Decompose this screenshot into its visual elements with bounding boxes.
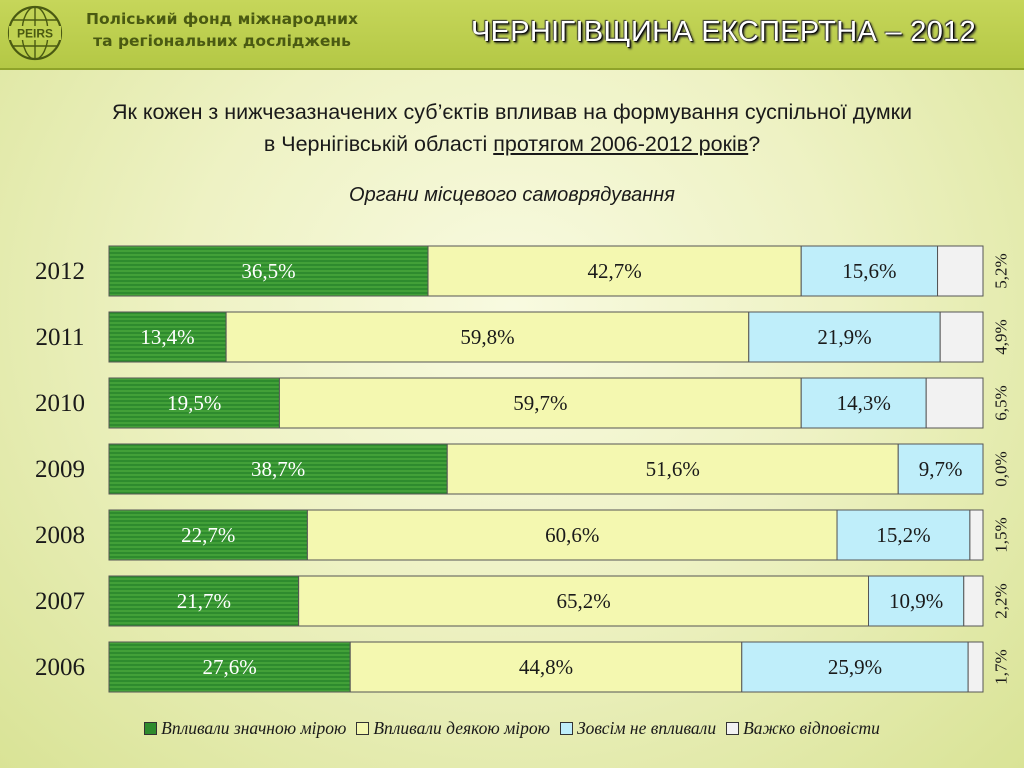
legend-item-hard: Важко відповісти [726, 718, 880, 739]
data-label-hard: 1,5% [992, 517, 1011, 552]
bar-segment-hard [939, 311, 984, 363]
bar-segment-some [349, 641, 743, 693]
bar-segment-some [446, 443, 899, 495]
organization-name: Поліський фонд міжнародних та регіональн… [72, 8, 372, 52]
legend-label-none: Зовсім не впливали [576, 718, 717, 738]
data-label-some: 60,6% [545, 523, 599, 547]
legend-item-some: Впливали деякою мірою [356, 718, 550, 739]
data-label-hard: 6,5% [992, 385, 1011, 420]
data-label-significant: 21,7% [177, 589, 231, 613]
stacked-bar-chart: 2012 36,5% 42,7% 15,6% 5,2% 2011 13,4% 59,8% 21,… [35, 245, 1011, 693]
bar-segment-hard [925, 377, 984, 429]
bar-segment-significant [108, 641, 351, 693]
bar-segment-some [427, 245, 802, 297]
year-label: 2009 [35, 456, 85, 483]
bar-segment-none [800, 377, 927, 429]
data-label-some: 59,8% [460, 325, 514, 349]
data-label-none: 10,9% [889, 589, 943, 613]
data-label-hard: 2,2% [992, 583, 1011, 618]
data-label-some: 51,6% [646, 457, 700, 481]
bar-segment-some [278, 377, 802, 429]
question-line2-suffix: ? [748, 132, 761, 156]
org-name-line2: та регіональних досліджень [93, 32, 351, 50]
bar-segment-none [748, 311, 941, 363]
year-label: 2012 [35, 258, 85, 285]
data-label-some: 42,7% [587, 259, 641, 283]
data-label-some: 59,7% [513, 391, 567, 415]
bar-segment-significant [108, 509, 308, 561]
data-label-hard: 4,9% [992, 319, 1011, 354]
data-label-none: 9,7% [919, 457, 963, 481]
chart-subtitle: Органи місцевого самоврядування [349, 184, 675, 206]
question-text: Як кожен з нижчезазначених суб’єктів впл… [0, 96, 1024, 160]
data-label-none: 15,2% [876, 523, 930, 547]
data-label-significant: 22,7% [181, 523, 235, 547]
bar-segment-none [897, 443, 984, 495]
year-label: 2010 [35, 390, 85, 417]
data-label-significant: 27,6% [202, 655, 256, 679]
bar-segment-hard [969, 509, 984, 561]
bar-segment-significant [108, 575, 300, 627]
question-line2: в Чернігівській області протягом 2006-20… [0, 128, 1024, 160]
data-label-none: 15,6% [842, 259, 896, 283]
bar-segment-significant [108, 311, 227, 363]
legend-swatch-significant [144, 722, 158, 735]
bar-segment-none [836, 509, 971, 561]
legend-swatch-some [356, 722, 370, 735]
legend-label-some: Впливали деякою мірою [373, 718, 550, 738]
bar-segment-hard [967, 641, 984, 693]
legend-label-significant: Впливали значною мірою [161, 718, 347, 738]
data-label-significant: 13,4% [140, 325, 194, 349]
bar-segment-none [800, 245, 939, 297]
year-label: 2011 [35, 324, 84, 351]
report-title: ЧЕРНІГІВЩИНА ЕКСПЕРТНА – 2012 [470, 16, 976, 48]
data-label-significant: 38,7% [251, 457, 305, 481]
org-name-line1: Поліський фонд міжнародних [86, 10, 358, 28]
legend-item-none: Зовсім не впливали [559, 718, 717, 739]
legend-swatch-hard [726, 722, 740, 735]
header-bar: PEIRS Поліський фонд міжнародних та регі… [0, 0, 1024, 70]
data-label-some: 65,2% [556, 589, 610, 613]
question-line2-prefix: в Чернігівській області [263, 132, 494, 156]
bar-segment-some [306, 509, 838, 561]
bar-segment-hard [937, 245, 984, 297]
data-label-hard: 0,0% [992, 451, 1011, 486]
bar-segment-some [225, 311, 750, 363]
bar-segment-none [741, 641, 969, 693]
year-label: 2006 [35, 654, 85, 681]
chart-legend: Впливали значною мірою Впливали деякою м… [0, 718, 1024, 739]
legend-label-hard: Важко відповісти [743, 718, 880, 738]
question-line1: Як кожен з нижчезазначених суб’єктів впл… [111, 100, 913, 124]
bar-segment-none [868, 575, 965, 627]
data-label-none: 25,9% [828, 655, 882, 679]
data-label-none: 21,9% [817, 325, 871, 349]
logo-text: PEIRS [17, 27, 53, 41]
year-label: 2008 [35, 522, 85, 549]
data-label-hard: 1,7% [992, 649, 1011, 684]
bar-segment-significant [108, 377, 280, 429]
peirs-logo-icon: PEIRS [7, 5, 63, 61]
data-label-some: 44,8% [519, 655, 573, 679]
data-label-hard: 5,2% [992, 253, 1011, 288]
legend-swatch-none [559, 722, 573, 735]
bar-segment-significant [108, 245, 429, 297]
bar-segment-some [298, 575, 870, 627]
bar-segment-significant [108, 443, 448, 495]
legend-item-significant: Впливали значною мірою [144, 718, 346, 739]
bar-segment-hard [963, 575, 984, 627]
data-label-none: 14,3% [837, 391, 891, 415]
question-period: протягом 2006-2012 років [493, 132, 749, 156]
data-label-significant: 36,5% [241, 259, 295, 283]
year-label: 2007 [35, 588, 85, 615]
data-label-significant: 19,5% [167, 391, 221, 415]
